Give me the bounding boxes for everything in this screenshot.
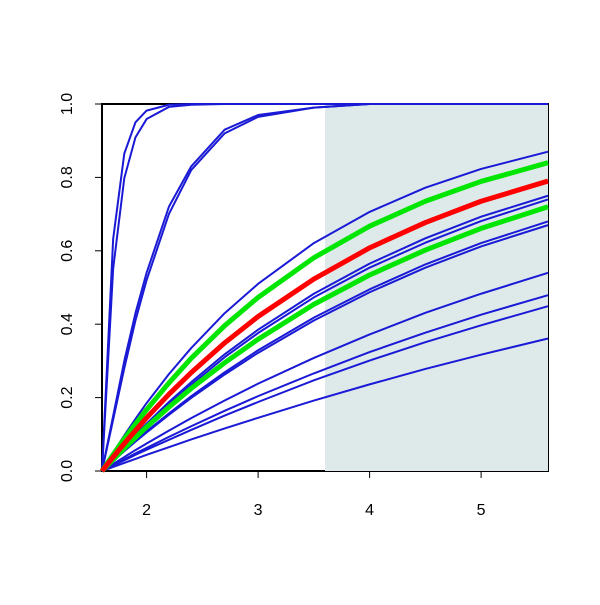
x-tick-label: 3 <box>254 502 263 519</box>
series-line <box>100 204 549 473</box>
y-tick-label: 0.2 <box>59 386 76 408</box>
x-tick-label: 4 <box>365 502 374 519</box>
y-tick-label: 0.6 <box>59 240 76 262</box>
y-tick-label: 1.0 <box>59 93 76 115</box>
y-tick-label: 0.4 <box>59 313 76 335</box>
x-tick-label: 5 <box>477 502 486 519</box>
y-tick-label: 0.0 <box>59 460 76 482</box>
series-line <box>101 337 549 472</box>
series-line <box>101 305 549 472</box>
series-line <box>101 103 548 472</box>
series-line <box>101 294 549 472</box>
shaded-region <box>325 104 548 471</box>
series-line <box>99 160 549 473</box>
series-line <box>101 271 549 472</box>
y-tick-label: 0.8 <box>59 166 76 188</box>
x-tick-label: 2 <box>142 502 151 519</box>
series-line <box>100 178 549 473</box>
